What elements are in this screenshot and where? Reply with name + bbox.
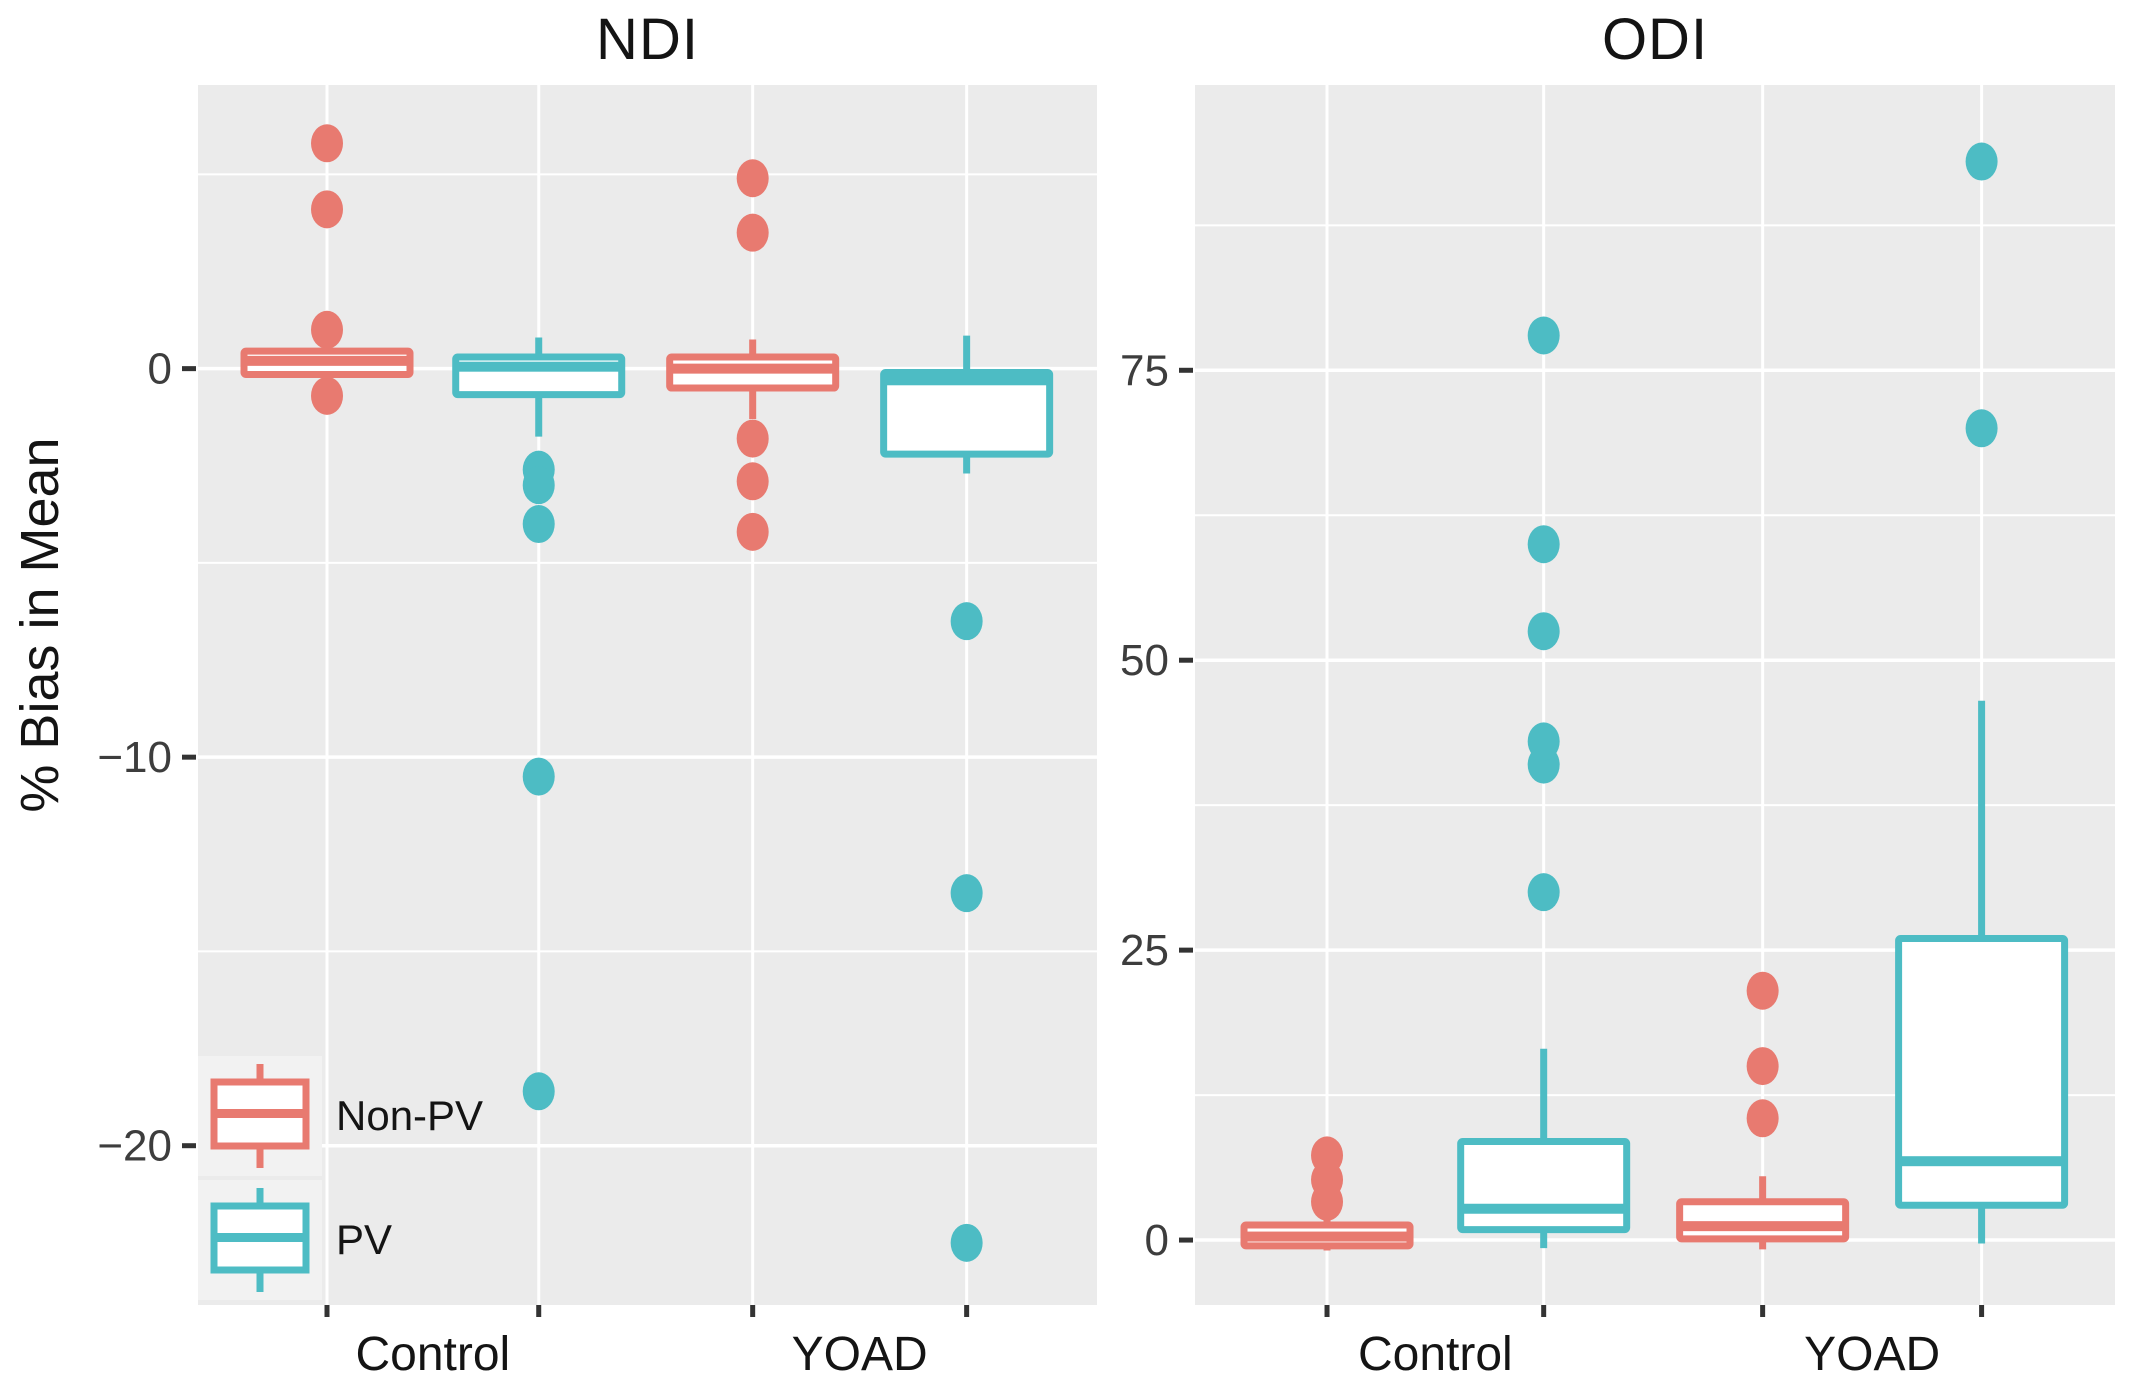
outlier-dot-control-pv-odi bbox=[1527, 316, 1560, 355]
outlier-dot-yoad-non-pv-ndi bbox=[736, 159, 769, 198]
legend: Non-PV PV bbox=[198, 1056, 483, 1304]
outlier-dot-control-pv-odi bbox=[1527, 873, 1560, 912]
boxplot-glyph-icon bbox=[210, 1188, 310, 1292]
outlier-dot-control-pv-ndi bbox=[522, 466, 555, 505]
y-tick-label: −20 bbox=[97, 1122, 172, 1171]
box-control-pv-odi bbox=[1457, 1137, 1631, 1234]
y-tick-label: 50 bbox=[1120, 636, 1169, 685]
median-yoad-non-pv-odi bbox=[1679, 1221, 1846, 1232]
outlier-dot-yoad-non-pv-odi bbox=[1746, 1099, 1779, 1138]
panel-title-odi: ODI bbox=[1601, 7, 1709, 72]
outlier-dot-control-pv-ndi bbox=[522, 1072, 555, 1111]
median-yoad-pv-odi bbox=[1898, 1156, 2065, 1167]
outlier-dot-control-pv-ndi bbox=[522, 757, 555, 796]
outlier-dot-control-pv-odi bbox=[1527, 612, 1560, 651]
panel-background-ndi bbox=[198, 85, 1097, 1305]
legend-glyph-median bbox=[214, 1109, 306, 1118]
x-group-label-yoad: YOAD bbox=[1804, 1328, 1940, 1380]
legend-label-nonpv: Non-PV bbox=[336, 1092, 484, 1139]
outlier-dot-yoad-pv-ndi bbox=[950, 602, 983, 641]
median-control-non-pv-odi bbox=[1244, 1231, 1411, 1242]
y-tick-label: 25 bbox=[1120, 926, 1169, 975]
outlier-dot-control-non-pv-ndi bbox=[311, 376, 344, 415]
outlier-dot-control-non-pv-ndi bbox=[311, 190, 344, 229]
x-group-label-control: Control bbox=[1358, 1328, 1513, 1380]
x-group-label-control: Control bbox=[355, 1328, 510, 1380]
panel-title-ndi: NDI bbox=[596, 7, 699, 72]
outlier-dot-yoad-non-pv-ndi bbox=[736, 213, 769, 252]
y-axis-title: % Bias in Mean bbox=[10, 437, 70, 813]
y-tick-label: −10 bbox=[97, 733, 172, 782]
outlier-dot-yoad-non-pv-odi bbox=[1746, 971, 1779, 1010]
outlier-dot-yoad-non-pv-ndi bbox=[736, 512, 769, 551]
outlier-dot-yoad-pv-ndi bbox=[950, 874, 983, 913]
legend-item-nonpv: Non-PV bbox=[198, 1056, 483, 1176]
box-yoad-non-pv-odi bbox=[1676, 1198, 1850, 1243]
median-control-pv-ndi bbox=[455, 361, 622, 372]
median-control-non-pv-ndi bbox=[244, 355, 411, 366]
outlier-dot-control-non-pv-ndi bbox=[311, 124, 344, 163]
box-yoad-pv-odi bbox=[1895, 935, 2069, 1209]
outlier-dot-yoad-pv-ndi bbox=[950, 1223, 983, 1262]
median-yoad-non-pv-ndi bbox=[669, 363, 836, 374]
outlier-dot-yoad-non-pv-ndi bbox=[736, 462, 769, 501]
median-yoad-pv-ndi bbox=[883, 375, 1050, 386]
legend-glyph-median bbox=[214, 1233, 306, 1242]
legend-key-pv bbox=[198, 1180, 322, 1300]
outlier-dot-yoad-non-pv-ndi bbox=[736, 419, 769, 458]
legend-label-pv: PV bbox=[336, 1216, 393, 1263]
y-tick-label: 75 bbox=[1120, 346, 1169, 395]
outlier-dot-control-pv-odi bbox=[1527, 525, 1560, 564]
median-control-pv-odi bbox=[1460, 1203, 1627, 1214]
legend-key-nonpv bbox=[198, 1056, 322, 1176]
outlier-dot-yoad-pv-odi bbox=[1965, 409, 1998, 448]
boxplot-glyph-icon bbox=[210, 1064, 310, 1168]
outlier-dot-yoad-pv-odi bbox=[1965, 142, 1998, 181]
y-tick-label: 0 bbox=[148, 345, 172, 394]
outlier-dot-control-non-pv-odi bbox=[1311, 1136, 1344, 1175]
legend-item-pv: PV bbox=[198, 1180, 483, 1300]
outlier-dot-control-pv-odi bbox=[1527, 722, 1560, 761]
y-tick-label: 0 bbox=[1145, 1216, 1169, 1265]
outlier-dot-control-pv-ndi bbox=[522, 505, 555, 544]
box-yoad-pv-ndi bbox=[880, 369, 1054, 458]
outlier-dot-control-non-pv-ndi bbox=[311, 310, 344, 349]
outlier-dot-yoad-non-pv-odi bbox=[1746, 1047, 1779, 1086]
x-group-label-yoad: YOAD bbox=[792, 1328, 928, 1380]
